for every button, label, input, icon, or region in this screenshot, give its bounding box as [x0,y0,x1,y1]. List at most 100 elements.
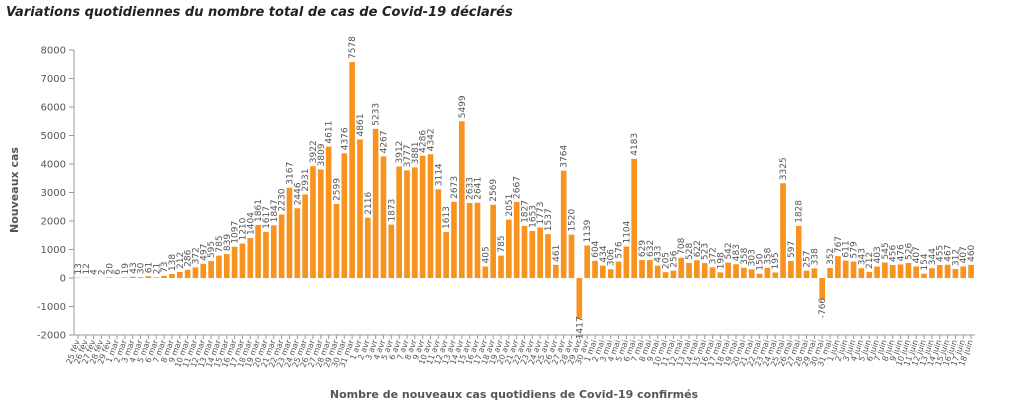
value-label: 2633 [466,177,476,200]
value-label: 632 [646,240,656,257]
bar [513,201,520,278]
value-label: 73 [160,261,170,272]
value-label: 2673 [450,176,460,199]
value-label: 312 [951,249,961,266]
bar [396,166,402,278]
value-label: 460 [967,244,977,261]
bar [200,263,207,278]
value-label: 2599 [332,178,342,201]
value-label: 195 [771,252,781,269]
value-label: 4376 [340,127,350,150]
value-label: 839 [223,234,233,251]
bar [795,225,802,278]
value-label: 4611 [325,121,335,144]
bar [333,203,340,278]
value-label: 21 [152,263,162,274]
value-label: 1104 [622,220,632,243]
value-label: 497 [199,244,209,261]
bar [451,201,457,278]
bar [905,263,912,278]
bar [647,259,653,278]
bar [129,276,136,278]
value-label: 4183 [630,133,640,156]
bar [474,202,481,278]
bar [498,255,504,278]
value-label: 358 [763,247,773,264]
bar [623,246,630,278]
bar [858,268,865,278]
value-label: 467 [944,245,954,262]
value-label: 1404 [246,212,256,235]
value-label: 476 [897,244,907,261]
bar [748,269,755,278]
bar [717,272,724,278]
bar [913,266,920,278]
value-label: 576 [615,241,625,258]
y-tick-label: 1000 [41,245,66,256]
value-label: 1828 [795,200,805,223]
bar [325,146,332,278]
bar [239,243,246,278]
value-label: 5499 [458,95,468,118]
value-label: 19 [121,263,131,275]
value-label: 767 [834,236,844,253]
bar [670,270,677,278]
bar [827,267,833,278]
value-label: 1613 [442,206,452,229]
bar [733,264,739,278]
value-label: 286 [184,249,194,266]
value-label: 604 [591,240,601,257]
value-label: 154 [920,253,930,270]
value-label: 6 [113,269,123,275]
value-label: 205 [662,252,672,269]
bar [270,225,277,278]
bar [952,269,959,278]
value-label: 403 [873,246,883,263]
y-tick-label: 3000 [41,188,66,199]
value-label: 629 [638,240,648,257]
bar [741,267,747,278]
value-label: 257 [803,250,813,267]
value-label: 138 [168,254,178,271]
bar [960,266,967,278]
bar [968,264,974,278]
bar [482,266,489,278]
value-label: 2230 [278,188,288,211]
bar [607,269,614,278]
bar [231,246,238,278]
value-label: 12 [82,263,92,274]
bar [357,139,363,278]
value-label: 1097 [231,221,241,244]
value-label: 2569 [489,179,499,202]
value-label: -766 [818,298,828,319]
bar [772,272,779,278]
value-label: 43 [129,262,139,273]
value-label: 1873 [387,199,397,222]
bar [936,265,943,278]
bar [811,268,818,278]
bar [803,270,810,278]
value-label: 1847 [270,199,280,222]
bar [294,208,301,278]
y-tick-label: 0 [60,274,66,285]
bar [176,271,183,278]
value-label: 2641 [473,177,483,200]
bar [169,274,175,278]
bar [882,262,888,278]
value-label: 4267 [379,130,389,153]
bar [184,269,191,278]
bar [364,217,371,278]
value-label: 528 [685,242,695,259]
bar [780,183,786,278]
value-label: 3809 [317,143,327,166]
bar [341,153,348,278]
bar [443,232,449,278]
value-label: 785 [497,235,507,252]
bar [490,204,496,278]
bar [662,272,669,278]
bar [694,260,700,278]
y-tick-label: 5000 [41,131,66,142]
value-label: 461 [552,245,562,262]
value-label: 3881 [411,141,421,164]
